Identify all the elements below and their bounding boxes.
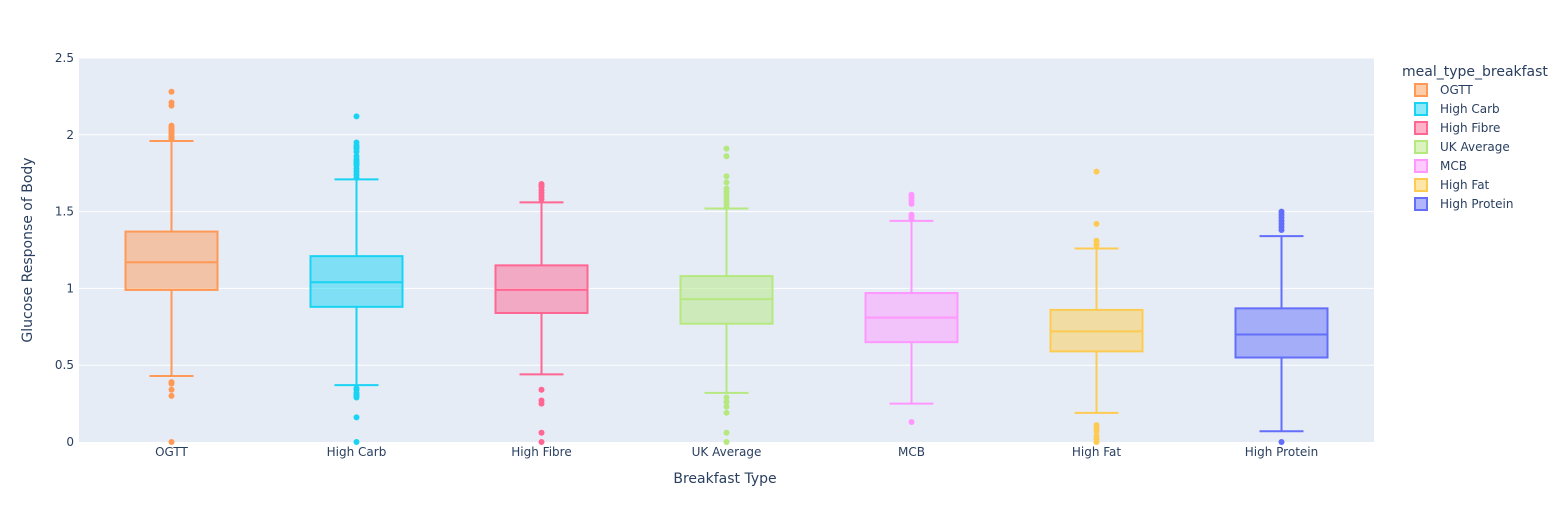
outlier-point[interactable] <box>1093 432 1100 439</box>
legend-label: High Fibre <box>1440 121 1500 135</box>
y-axis-ticks: 0 0.5 1 1.5 2 2.5 <box>55 51 74 449</box>
outlier-point[interactable] <box>168 379 175 386</box>
outlier-point[interactable] <box>353 113 360 120</box>
outlier-point[interactable] <box>168 122 175 129</box>
legend-item[interactable]: High Fat <box>1414 178 1490 192</box>
outlier-point[interactable] <box>908 191 915 198</box>
outlier-point[interactable] <box>723 185 730 192</box>
box-iqr[interactable] <box>1234 307 1329 359</box>
y-axis-title: Glucose Response of Body <box>20 157 36 342</box>
outlier-point[interactable] <box>168 386 175 393</box>
x-axis-title: Breakfast Type <box>673 471 776 487</box>
outlier-point[interactable] <box>538 397 545 404</box>
outlier-point[interactable] <box>908 419 915 426</box>
outlier-point[interactable] <box>353 385 360 392</box>
x-tick-label: UK Average <box>692 445 762 459</box>
box-group[interactable] <box>679 145 774 445</box>
outlier-point[interactable] <box>723 179 730 186</box>
outlier-point[interactable] <box>168 392 175 399</box>
outlier-point[interactable] <box>538 439 545 445</box>
outlier-point[interactable] <box>353 439 360 445</box>
outlier-point[interactable] <box>353 414 360 421</box>
legend-items[interactable]: OGTT High Carb High Fibre UK Average MCB High… <box>1414 83 1513 211</box>
legend-item[interactable]: MCB <box>1414 159 1467 173</box>
y-tick-label: 2.5 <box>55 51 74 65</box>
x-tick-label: OGTT <box>155 445 188 459</box>
x-tick-label: High Fat <box>1072 445 1122 459</box>
x-tick-label: High Fibre <box>511 445 571 459</box>
legend[interactable]: meal_type_breakfast OGTT High Carb High Fi… <box>1402 64 1548 211</box>
x-tick-label: High Protein <box>1245 445 1318 459</box>
outlier-point[interactable] <box>353 153 360 160</box>
box-series <box>124 88 1329 445</box>
box-iqr[interactable] <box>124 230 219 291</box>
outlier-point[interactable] <box>723 173 730 180</box>
outlier-point[interactable] <box>723 145 730 152</box>
outlier-point[interactable] <box>1278 439 1285 445</box>
outlier-point[interactable] <box>1278 208 1285 215</box>
outlier-point[interactable] <box>353 139 360 146</box>
legend-item[interactable]: UK Average <box>1414 140 1510 154</box>
y-tick-label: 0 <box>66 435 74 449</box>
outlier-point[interactable] <box>168 88 175 95</box>
outlier-point[interactable] <box>1093 168 1100 175</box>
legend-item[interactable]: High Protein <box>1414 197 1513 211</box>
x-tick-label: High Carb <box>327 445 387 459</box>
x-tick-label: MCB <box>898 445 925 459</box>
box-group[interactable] <box>864 191 959 426</box>
outlier-point[interactable] <box>538 180 545 187</box>
outlier-point[interactable] <box>1093 237 1100 244</box>
legend-swatch <box>1414 197 1428 211</box>
outlier-point[interactable] <box>723 439 730 445</box>
outlier-point[interactable] <box>723 394 730 401</box>
legend-label: High Protein <box>1440 197 1513 211</box>
outlier-point[interactable] <box>168 99 175 106</box>
y-tick-label: 2 <box>66 128 74 142</box>
outlier-point[interactable] <box>723 403 730 410</box>
outlier-point[interactable] <box>723 409 730 416</box>
legend-swatch <box>1414 121 1428 135</box>
legend-item[interactable]: OGTT <box>1414 83 1473 97</box>
box-group[interactable] <box>309 113 404 445</box>
box-group[interactable] <box>124 88 219 445</box>
legend-title: meal_type_breakfast <box>1402 64 1548 80</box>
legend-item[interactable]: High Fibre <box>1414 121 1500 135</box>
outlier-point[interactable] <box>723 399 730 406</box>
box-group[interactable] <box>1234 208 1329 445</box>
legend-label: MCB <box>1440 159 1467 173</box>
legend-swatch <box>1414 178 1428 192</box>
y-tick-label: 1.5 <box>55 205 74 219</box>
legend-label: High Fat <box>1440 178 1490 192</box>
outlier-point[interactable] <box>723 429 730 436</box>
outlier-point[interactable] <box>908 211 915 218</box>
legend-swatch <box>1414 159 1428 173</box>
y-tick-label: 0.5 <box>55 358 74 372</box>
outlier-point[interactable] <box>723 153 730 160</box>
legend-label: UK Average <box>1440 140 1510 154</box>
outlier-point[interactable] <box>168 439 175 445</box>
box-group[interactable] <box>494 180 589 445</box>
legend-swatch <box>1414 102 1428 116</box>
legend-item[interactable]: High Carb <box>1414 102 1500 116</box>
outlier-point[interactable] <box>538 386 545 393</box>
legend-label: High Carb <box>1440 102 1500 116</box>
outlier-point[interactable] <box>538 429 545 436</box>
box-group[interactable] <box>1049 168 1144 445</box>
legend-swatch <box>1414 83 1428 97</box>
x-axis-ticks: OGTT High Carb High Fibre UK Average MCB High… <box>155 445 1318 459</box>
outlier-point[interactable] <box>1093 422 1100 429</box>
legend-label: OGTT <box>1440 83 1473 97</box>
y-tick-label: 1 <box>66 281 74 295</box>
legend-swatch <box>1414 140 1428 154</box>
outlier-point[interactable] <box>1093 220 1100 227</box>
